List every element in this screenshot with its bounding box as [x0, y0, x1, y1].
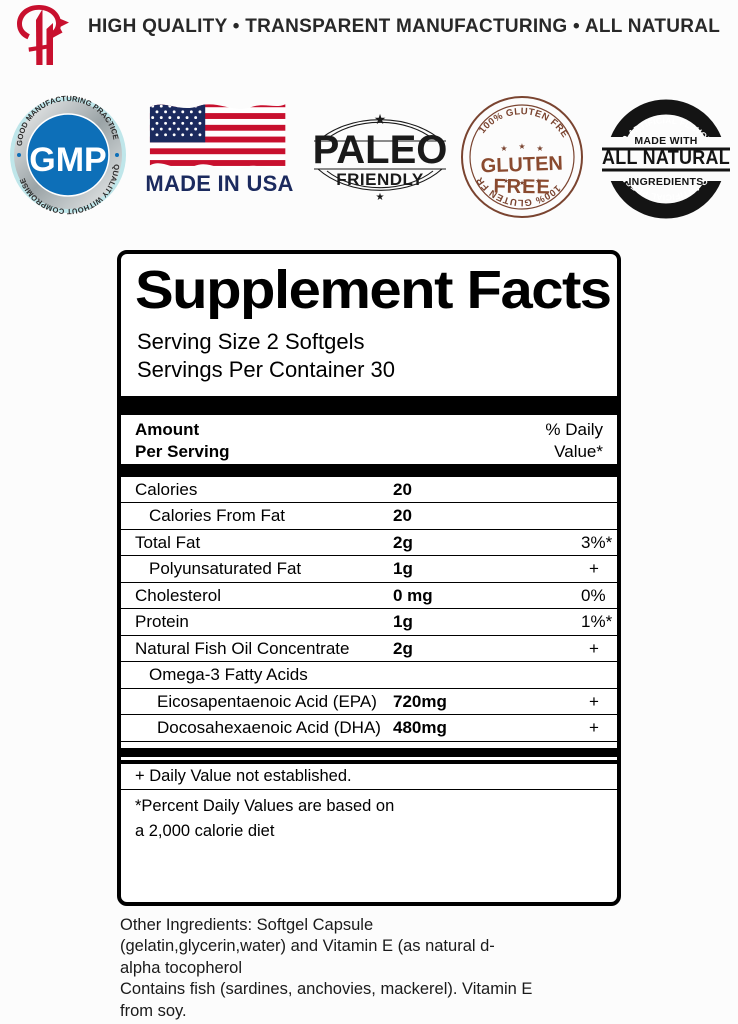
svg-text:100% GLUTEN FREE: 100% GLUTEN FREE [458, 93, 570, 140]
svg-text:★: ★ [536, 144, 543, 153]
svg-text:★: ★ [376, 192, 385, 203]
svg-text:GMP: GMP [29, 141, 106, 179]
svg-text:★: ★ [500, 144, 507, 153]
svg-text:FREE: FREE [493, 176, 551, 199]
svg-text:GLUTEN: GLUTEN [480, 153, 563, 178]
svg-text:★: ★ [535, 177, 541, 185]
svg-text:MADE WITH: MADE WITH [634, 135, 697, 147]
svg-text:★: ★ [519, 179, 525, 187]
svg-text:MADE IN USA: MADE IN USA [146, 171, 294, 196]
svg-text:★: ★ [518, 142, 525, 151]
svg-text:ALL NATURAL: ALL NATURAL [602, 148, 730, 169]
svg-text:FRIENDLY: FRIENDLY [336, 170, 424, 189]
svg-text:PALEO: PALEO [313, 128, 448, 172]
svg-text:★: ★ [503, 177, 509, 185]
svg-text:★: ★ [374, 111, 387, 127]
svg-text:INGREDIENTS: INGREDIENTS [628, 176, 703, 188]
